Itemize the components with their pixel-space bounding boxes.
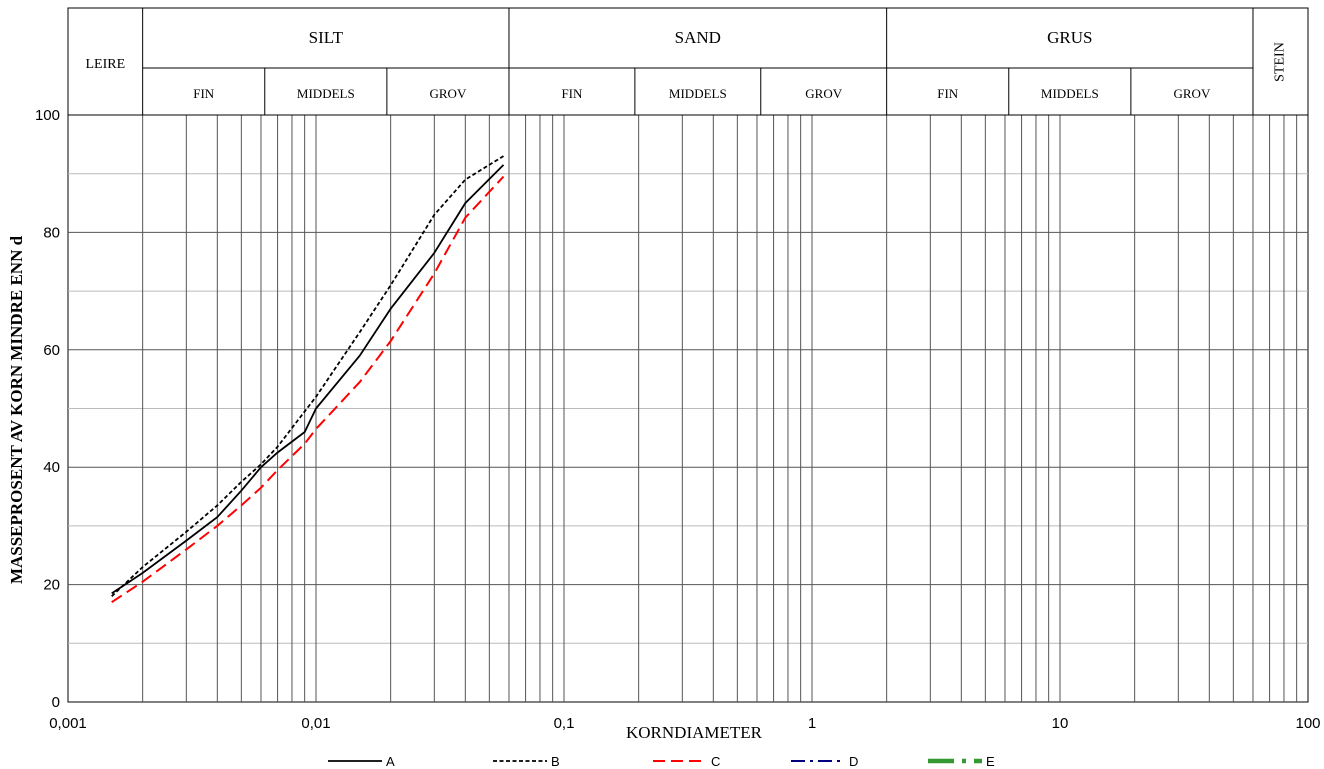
x-tick-label: 0,1 bbox=[554, 715, 575, 732]
subgroup-label: GROV bbox=[430, 86, 467, 101]
subgroup-label: FIN bbox=[193, 86, 215, 101]
axis-ticks: 0,001 0,01 0,1 1 10 100 0 20 40 60 80 100 bbox=[35, 107, 1321, 732]
x-tick-label: 0,001 bbox=[49, 715, 87, 732]
y-tick-label: 20 bbox=[43, 577, 60, 594]
subgroup-label: MIDDELS bbox=[297, 86, 355, 101]
y-tick-label: 80 bbox=[43, 224, 60, 241]
group-label: SAND bbox=[675, 28, 721, 47]
series-line-a bbox=[111, 164, 505, 595]
subgroup-label: MIDDELS bbox=[669, 86, 727, 101]
x-tick-label: 100 bbox=[1295, 715, 1320, 732]
series-curves bbox=[111, 155, 505, 604]
legend: A B C D E bbox=[328, 754, 995, 769]
y-tick-label: 40 bbox=[43, 459, 60, 476]
y-tick-label: 60 bbox=[43, 342, 60, 359]
subgroup-label: GROV bbox=[805, 86, 842, 101]
grid-lines bbox=[67, 114, 1309, 703]
subgroup-label: GROV bbox=[1174, 86, 1211, 101]
subgroup-label: FIN bbox=[937, 86, 959, 101]
legend-label: D bbox=[849, 754, 858, 769]
soil-classification-header: LEIRE SILT FIN MIDDELS GROV SAND FIN MIDDELS GRO… bbox=[67, 7, 1309, 116]
header-frame bbox=[67, 7, 1309, 116]
group-label: STEIN bbox=[1273, 42, 1288, 82]
legend-label: A bbox=[386, 754, 395, 769]
legend-label: E bbox=[986, 754, 995, 769]
x-tick-label: 10 bbox=[1052, 715, 1069, 732]
x-tick-label: 1 bbox=[808, 715, 816, 732]
subgroup-label: MIDDELS bbox=[1041, 86, 1099, 101]
legend-label: C bbox=[711, 754, 720, 769]
series-line-c bbox=[111, 175, 505, 604]
group-label: LEIRE bbox=[85, 57, 125, 72]
group-label: SILT bbox=[309, 28, 344, 47]
x-tick-label: 0,01 bbox=[301, 715, 330, 732]
y-axis-label: MASSEPROSENT AV KORN MINDRE ENN d bbox=[7, 235, 26, 584]
series-line-b bbox=[111, 155, 504, 597]
group-label: GRUS bbox=[1047, 28, 1092, 47]
x-axis-label: KORNDIAMETER bbox=[626, 723, 763, 742]
legend-label: B bbox=[551, 754, 560, 769]
y-tick-label: 0 bbox=[52, 694, 60, 711]
subgroup-label: FIN bbox=[561, 86, 583, 101]
y-tick-label: 100 bbox=[35, 107, 60, 124]
